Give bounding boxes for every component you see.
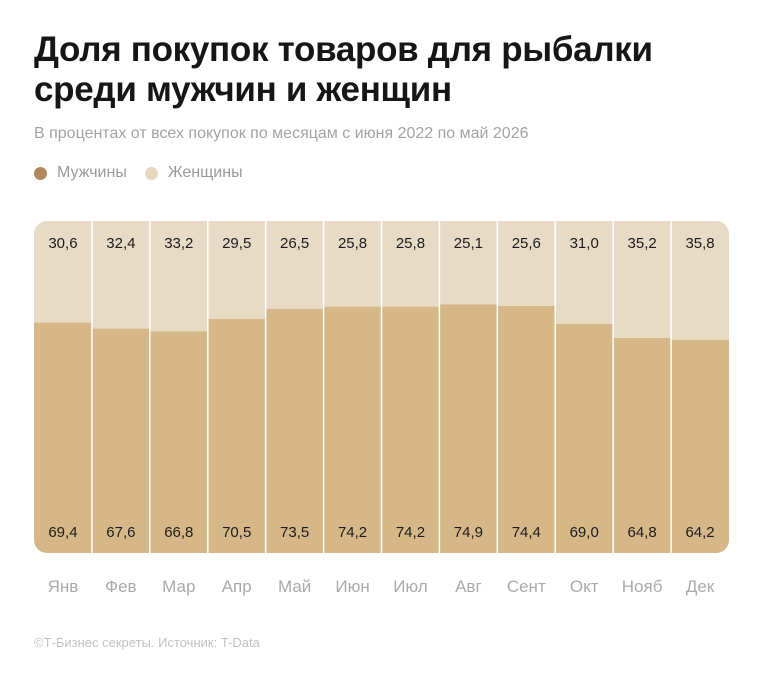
label-men-11: 64,8: [628, 524, 657, 541]
source-footer: ©Т-Бизнес секреты. Источник: T-Data: [34, 635, 260, 650]
chart-title: Доля покупок товаров для рыбалки среди м…: [34, 30, 653, 109]
bar-men-5: [266, 308, 323, 553]
x-label-5: Май: [278, 577, 311, 596]
bar-women-8: [440, 221, 497, 305]
label-women-8: 25,1: [454, 235, 483, 252]
legend-item-women: Женщины: [144, 164, 243, 182]
bar-men-4: [208, 318, 265, 553]
x-label-8: Авг: [455, 577, 482, 596]
x-label-1: Янв: [48, 577, 79, 596]
bars-group: [34, 221, 729, 553]
x-axis-labels: Янв Фев Мар Апр Май Июн Июл Авг Сент Окт Нояб Дек: [48, 577, 715, 596]
x-label-9: Сент: [507, 577, 546, 596]
data-labels-group: 30,6 69,4 32,4 67,6 33,2 66,8 29,5 70,5 26,5 73,5…: [48, 235, 714, 541]
bar-men-12: [671, 339, 729, 553]
bar-women-12: [671, 221, 729, 340]
bar-men-7: [382, 306, 439, 553]
chart-subtitle: В процентах от всех покупок по месяцам с…: [34, 125, 529, 142]
x-label-7: Июл: [393, 577, 428, 596]
bar-women-7: [382, 221, 439, 307]
bar-women-11: [613, 221, 671, 338]
label-women-6: 25,8: [338, 235, 367, 252]
bar-women-5: [266, 221, 323, 309]
bar-women-9: [498, 221, 555, 306]
x-label-2: Фев: [105, 577, 136, 596]
label-men-5: 73,5: [280, 524, 309, 541]
x-label-4: Апр: [222, 577, 252, 596]
label-women-7: 25,8: [396, 235, 425, 252]
bar-men-1: [34, 322, 92, 553]
x-label-10: Окт: [570, 577, 599, 596]
label-men-1: 69,4: [48, 524, 77, 541]
bar-women-1: [34, 221, 92, 323]
bar-women-2: [92, 221, 150, 329]
legend-label-men: Мужчины: [57, 164, 127, 181]
x-label-6: Июн: [335, 577, 369, 596]
label-men-2: 67,6: [106, 524, 135, 541]
bar-men-8: [440, 304, 497, 553]
label-women-11: 35,2: [628, 235, 657, 252]
bar-women-10: [556, 221, 613, 324]
label-men-6: 74,2: [338, 524, 367, 541]
label-women-12: 35,8: [685, 235, 714, 252]
label-men-4: 70,5: [222, 524, 251, 541]
label-women-1: 30,6: [48, 235, 77, 252]
bar-men-9: [498, 305, 555, 553]
label-men-10: 69,0: [570, 524, 599, 541]
label-women-5: 26,5: [280, 235, 309, 252]
legend-item-men: Мужчины: [34, 164, 127, 182]
label-women-10: 31,0: [570, 235, 599, 252]
label-men-8: 74,9: [454, 524, 483, 541]
bar-men-10: [556, 323, 613, 553]
x-label-11: Нояб: [622, 577, 663, 596]
legend-dot-men: [34, 166, 47, 180]
label-women-9: 25,6: [512, 235, 541, 252]
bar-women-6: [324, 221, 381, 307]
bar-women-3: [150, 221, 207, 332]
label-men-7: 74,2: [396, 524, 425, 541]
bar-men-2: [92, 328, 150, 553]
legend-label-women: Женщины: [167, 164, 243, 181]
x-label-12: Дек: [686, 577, 715, 596]
x-label-3: Мар: [162, 577, 195, 596]
bar-men-3: [150, 331, 207, 553]
bar-men-11: [613, 337, 671, 553]
bar-men-6: [324, 306, 381, 553]
label-women-2: 32,4: [106, 235, 135, 252]
bar-women-4: [208, 221, 265, 319]
label-men-12: 64,2: [685, 524, 714, 541]
label-women-3: 33,2: [164, 235, 193, 252]
label-men-3: 66,8: [164, 524, 193, 541]
label-women-4: 29,5: [222, 235, 251, 252]
legend-dot-women: [144, 166, 158, 180]
legend: Мужчины Женщины: [34, 164, 261, 182]
label-men-9: 74,4: [512, 524, 541, 541]
